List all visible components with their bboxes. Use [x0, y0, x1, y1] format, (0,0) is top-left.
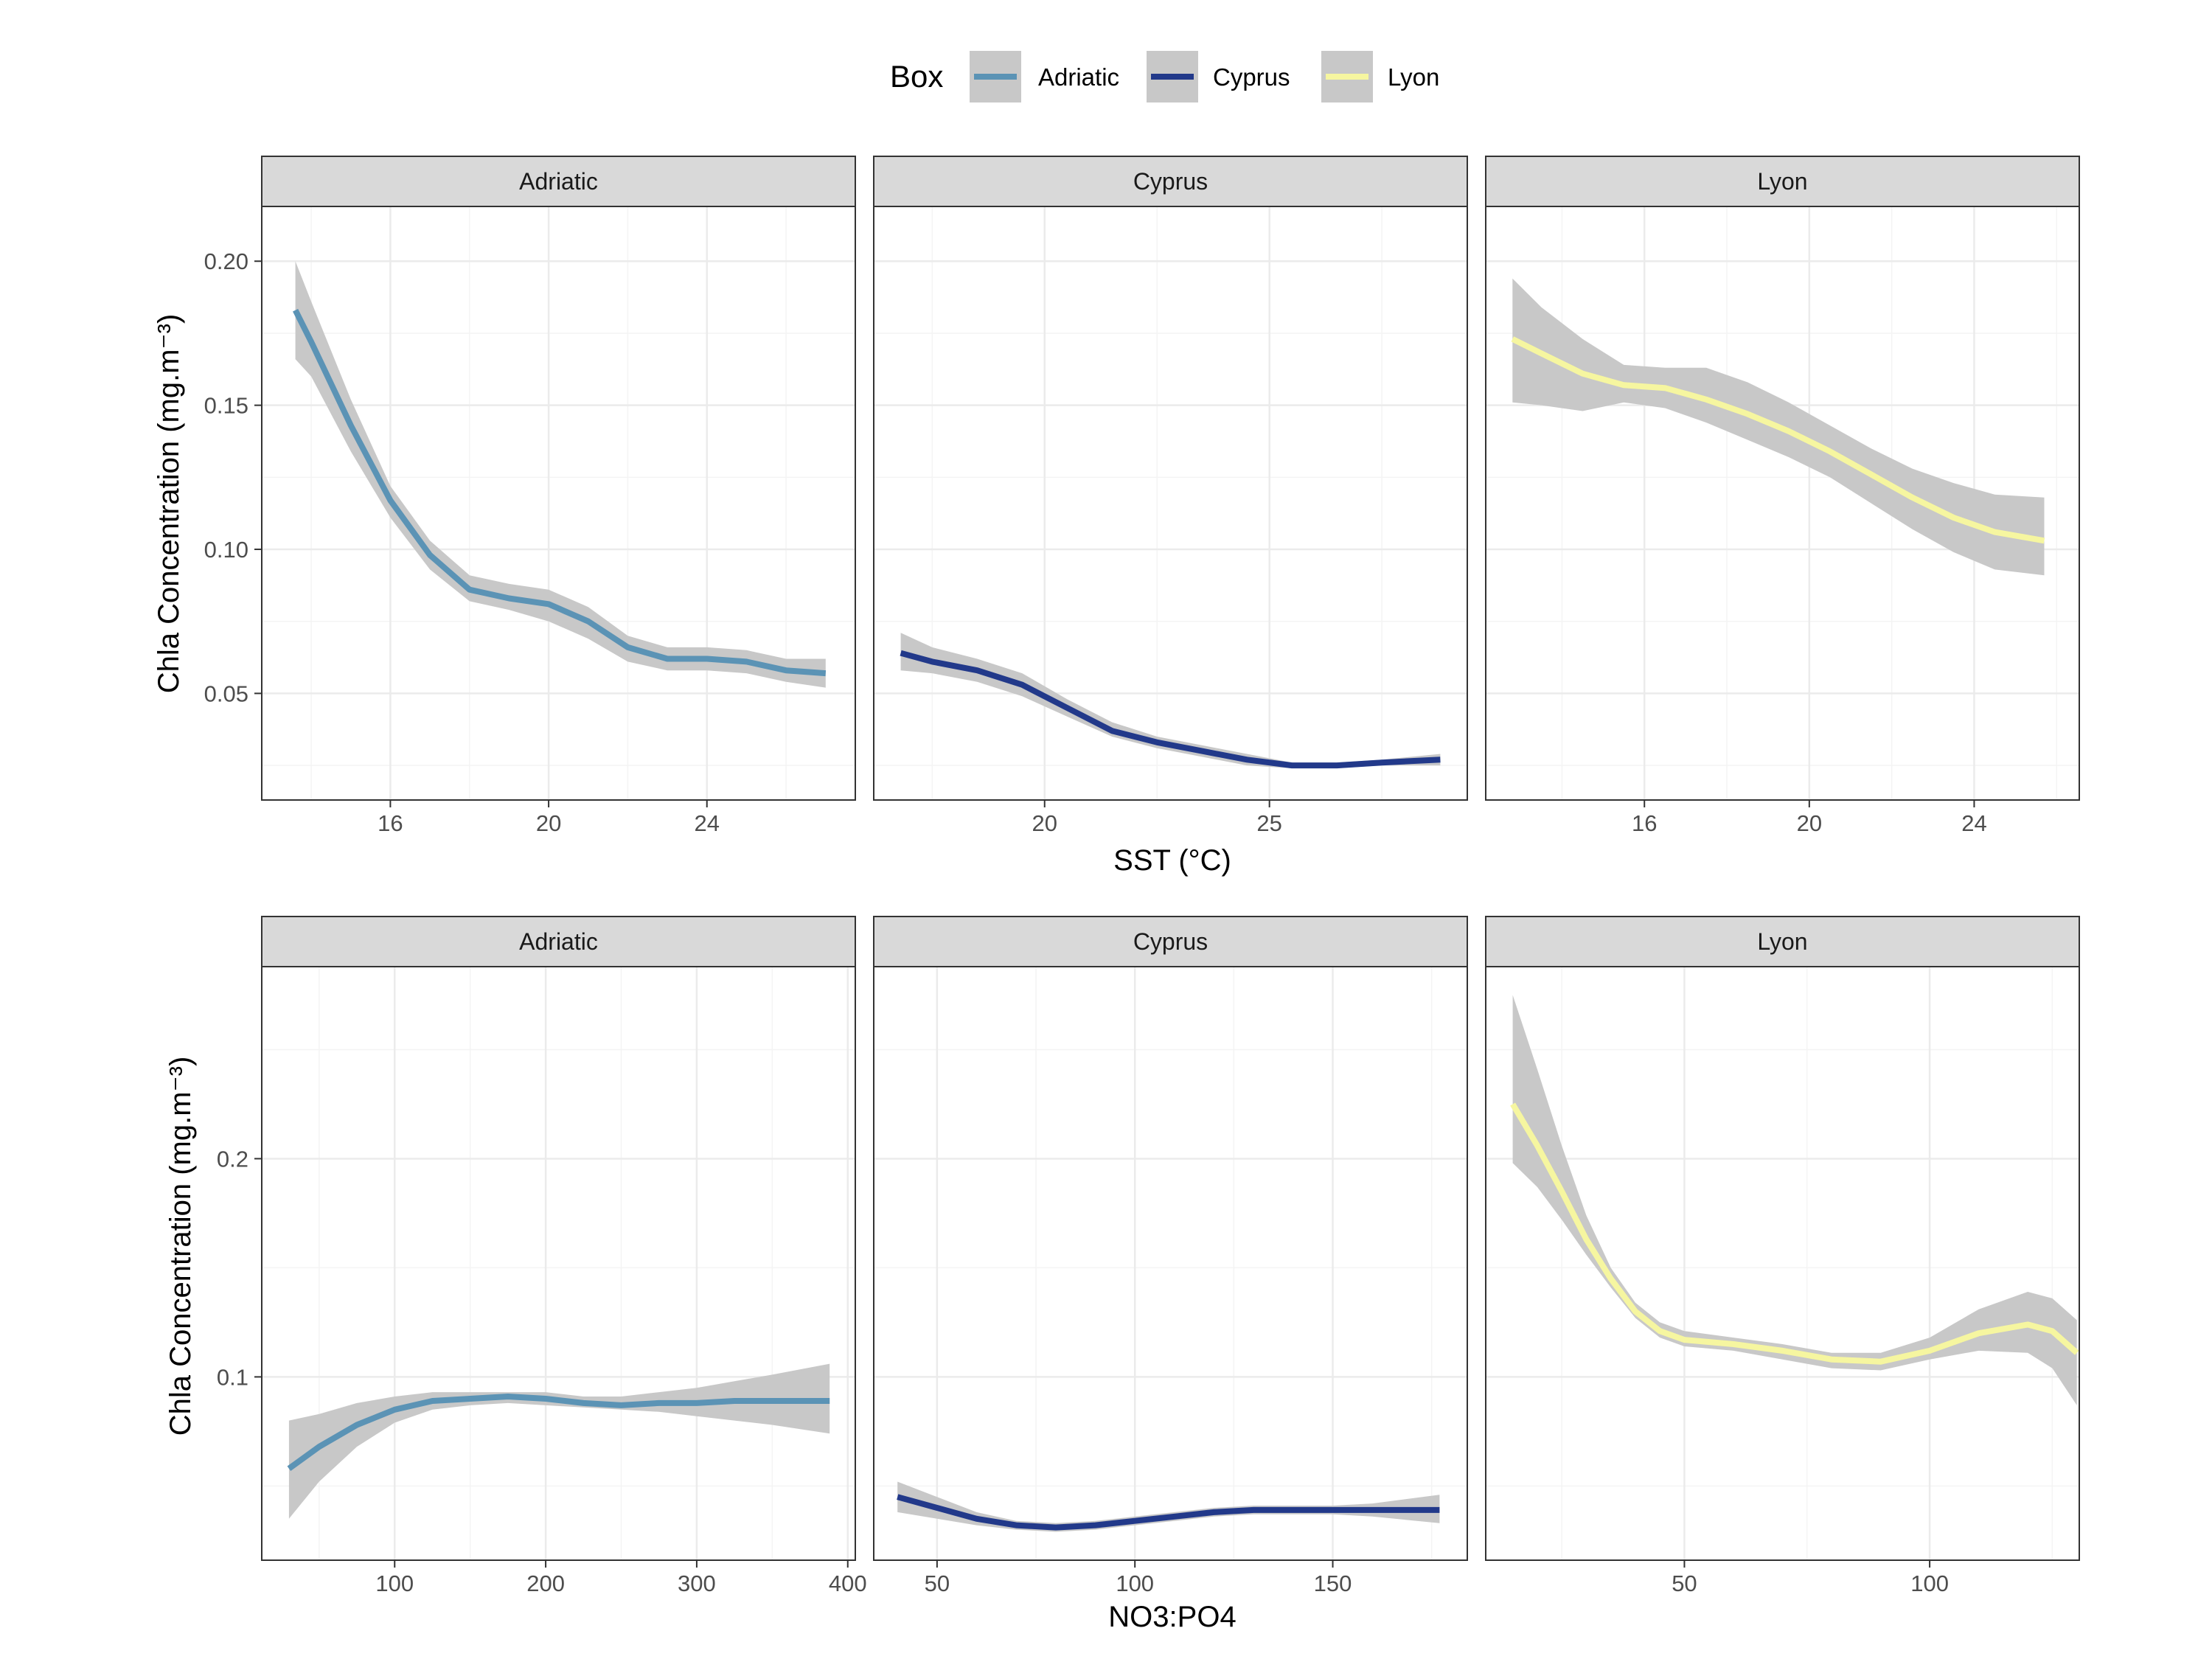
x-tick-label: 20 — [1032, 810, 1057, 836]
x-tick-label: 25 — [1256, 810, 1281, 836]
facet-strip — [1485, 916, 2080, 967]
x-tick-label: 400 — [829, 1571, 867, 1596]
facet-strip — [1485, 156, 2080, 207]
series-line-adriatic — [287, 1394, 830, 1471]
panel-1-adriatic: Adriatic 16 20 24 0.05 0.10 0.15 0.20 — [204, 156, 856, 836]
facet-strip-label: Cyprus — [1133, 928, 1208, 955]
x-tick-label: 100 — [1116, 1571, 1154, 1596]
facet-strip — [873, 916, 1468, 967]
legend-key-adriatic — [970, 51, 1021, 102]
series-line-lyon — [1510, 1102, 2079, 1365]
series-line-lyon — [1511, 336, 2045, 544]
x-tick-label: 20 — [1797, 810, 1822, 836]
series-line-cyprus — [900, 650, 1441, 769]
y-tick-label: 0.15 — [204, 393, 248, 419]
x-tick-label: 24 — [695, 810, 720, 836]
legend-label-adriatic: Adriatic — [1038, 63, 1119, 91]
facet-strip-label: Lyon — [1757, 168, 1807, 195]
legend: Box Adriatic Cyprus Lyon — [890, 51, 1439, 102]
y-axis-title-row-2: Chla Concentration (mg.m⁻³) — [164, 1057, 197, 1436]
panel-2-lyon: Lyon 50 100 — [1485, 916, 2080, 1596]
facet-strip-label: Adriatic — [519, 928, 598, 955]
facet-strip — [261, 156, 856, 207]
legend-key-lyon — [1321, 51, 1373, 102]
x-tick-label: 20 — [536, 810, 561, 836]
panel-2-cyprus: Cyprus 50 100 150 — [873, 916, 1468, 1596]
x-axis-title-row-2: NO3:PO4 — [1108, 1601, 1236, 1633]
x-tick-label: 200 — [526, 1571, 565, 1596]
gridlines — [874, 967, 1467, 1560]
facet-strip — [261, 916, 856, 967]
panel-2-adriatic: Adriatic 100 200 300 400 0.1 0.2 — [217, 916, 867, 1596]
legend-title: Box — [890, 59, 943, 94]
x-axis-title-row-1: SST (°C) — [1113, 844, 1231, 877]
facet-strip-label: Lyon — [1757, 928, 1807, 955]
x-tick-label: 50 — [925, 1571, 950, 1596]
x-tick-label: 100 — [375, 1571, 414, 1596]
x-tick-label: 50 — [1672, 1571, 1697, 1596]
gridlines — [1486, 967, 2079, 1560]
y-axis-title-row-1: Chla Concentration (mg.m⁻³) — [153, 314, 185, 694]
facet-strip-label: Cyprus — [1133, 168, 1208, 195]
x-tick-label: 16 — [1632, 810, 1657, 836]
legend-key-cyprus — [1147, 51, 1198, 102]
y-tick-label: 0.20 — [204, 248, 248, 274]
y-tick-label: 0.1 — [217, 1364, 248, 1390]
series-line-cyprus — [897, 1494, 1440, 1531]
x-tick-label: 16 — [378, 810, 403, 836]
x-tick-label: 24 — [1961, 810, 1986, 836]
y-tick-label: 0.10 — [204, 537, 248, 563]
y-tick-label: 0.2 — [217, 1146, 248, 1172]
panel-1-lyon: Lyon 16 20 24 — [1485, 156, 2080, 836]
panel-1-cyprus: Cyprus 20 25 — [873, 156, 1468, 836]
x-tick-label: 150 — [1314, 1571, 1352, 1596]
confidence-ribbon-adriatic — [295, 261, 826, 688]
legend-label-cyprus: Cyprus — [1213, 63, 1290, 91]
series-line-adriatic — [293, 308, 827, 677]
facet-strip — [873, 156, 1468, 207]
x-tick-label: 300 — [678, 1571, 716, 1596]
confidence-ribbon-cyprus — [900, 633, 1441, 768]
x-tick-label: 100 — [1910, 1571, 1949, 1596]
facet-strip-label: Adriatic — [519, 168, 598, 195]
y-tick-label: 0.05 — [204, 681, 248, 706]
legend-label-lyon: Lyon — [1388, 63, 1439, 91]
confidence-ribbon-cyprus — [897, 1481, 1440, 1532]
